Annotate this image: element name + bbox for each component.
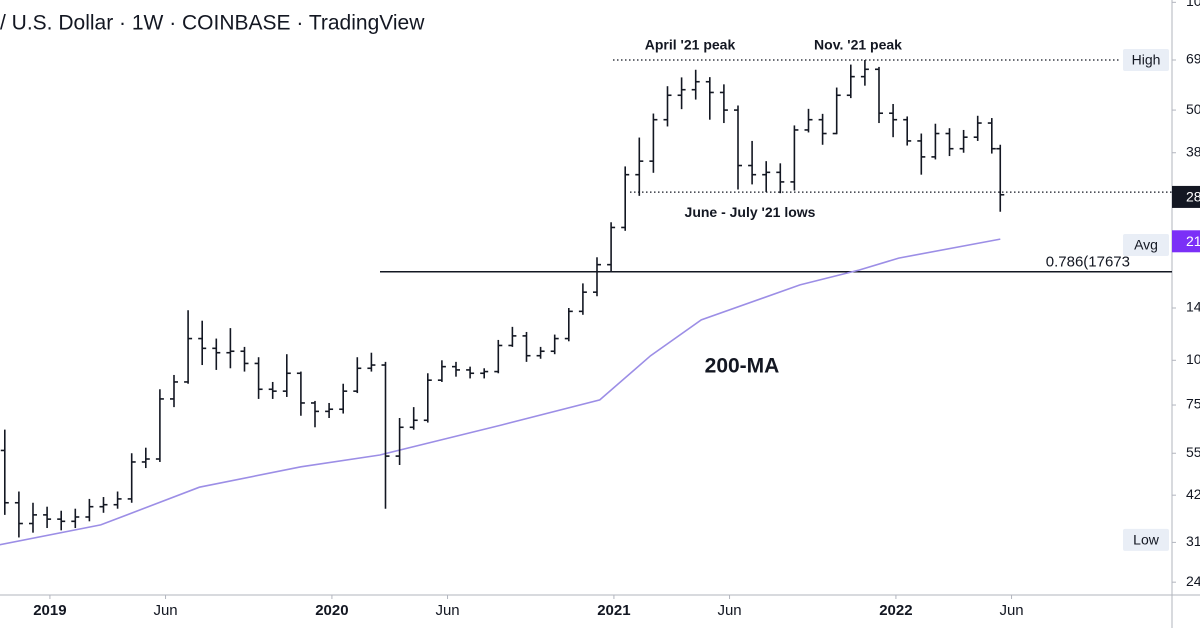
y-tick-label: 10 xyxy=(1186,0,1200,9)
annotation: Nov. '21 peak xyxy=(814,37,902,53)
y-tick-label: 14 xyxy=(1186,299,1200,315)
x-tick-label: 2022 xyxy=(879,602,912,619)
y-tick-label: 31 xyxy=(1186,533,1200,549)
price-box xyxy=(1172,185,1200,208)
ma-line xyxy=(0,238,1001,546)
marker-label: Low xyxy=(1133,532,1160,548)
x-tick-label: Jun xyxy=(999,602,1023,619)
annotation: April '21 peak xyxy=(645,37,736,53)
x-tick-label: Jun xyxy=(153,602,177,619)
y-tick-label: 24 xyxy=(1186,573,1200,589)
y-tick-label: 42 xyxy=(1186,486,1200,502)
annotation: June - July '21 lows xyxy=(685,204,816,220)
y-tick-label: 10 xyxy=(1186,351,1200,367)
ma-label: 200-MA xyxy=(705,355,780,378)
marker-label: Avg xyxy=(1134,237,1158,253)
x-tick-label: Jun xyxy=(717,602,741,619)
price-box-label: 28 xyxy=(1186,189,1200,205)
marker-box xyxy=(1123,528,1169,551)
x-tick-label: Jun xyxy=(435,602,459,619)
x-tick-label: 2019 xyxy=(33,602,66,619)
marker-box xyxy=(1123,233,1169,256)
y-tick-label: 55 xyxy=(1186,444,1200,460)
x-tick-label: 2020 xyxy=(315,602,348,619)
marker-box xyxy=(1123,49,1169,72)
price-box-label: 21 xyxy=(1186,233,1200,249)
y-tick-label: 50 xyxy=(1186,101,1200,117)
x-tick-label: 2021 xyxy=(597,602,630,619)
y-tick-label: 69 xyxy=(1186,51,1200,67)
price-box xyxy=(1172,230,1200,253)
y-tick-label: 38 xyxy=(1186,143,1200,159)
fib-label: 0.786(17673 xyxy=(1046,254,1130,271)
marker-label: High xyxy=(1132,52,1161,68)
y-tick-label: 75 xyxy=(1186,396,1200,412)
chart-title: / U.S. Dollar · 1W · COINBASE · TradingV… xyxy=(0,12,425,35)
